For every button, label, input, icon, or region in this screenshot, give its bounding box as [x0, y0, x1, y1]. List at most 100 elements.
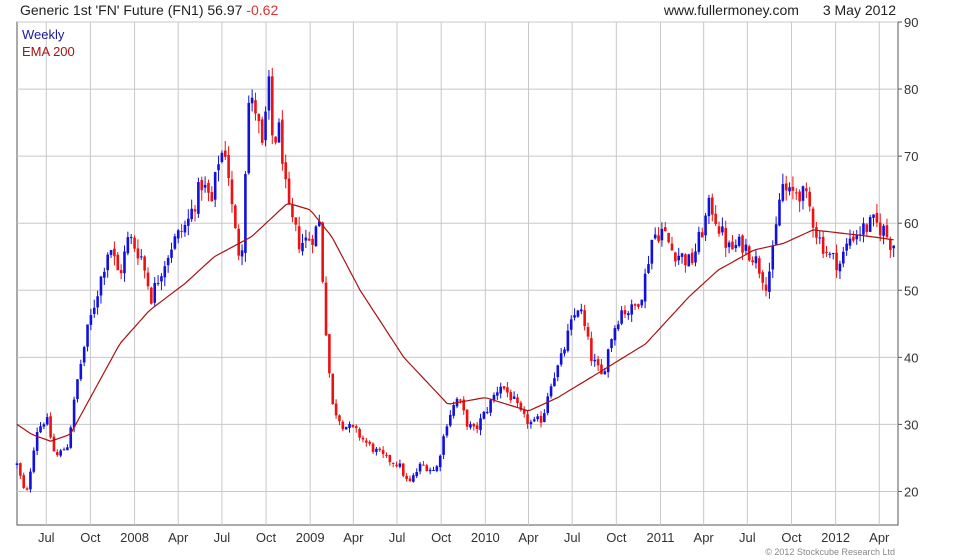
candle-body [690, 252, 694, 264]
x-tick-label: Jul [389, 530, 406, 545]
candle-body [663, 227, 667, 232]
candle-body [680, 253, 684, 257]
candle-body [546, 396, 550, 413]
candle-body [784, 183, 788, 191]
candle-body [737, 236, 741, 246]
candle-body [113, 248, 116, 257]
candle-body [341, 421, 345, 430]
candle-body [677, 255, 681, 261]
candle-body [482, 411, 486, 419]
x-tick-label: Apr [343, 530, 364, 545]
candle-body [532, 419, 536, 422]
candle-body [449, 414, 452, 426]
candle-body [674, 252, 677, 262]
candle-body [616, 324, 620, 330]
candle-body [875, 212, 879, 223]
candle-body [405, 475, 408, 480]
y-axis: 20 30 40 50 60 70 80 90 [898, 15, 918, 499]
candle-body [721, 226, 724, 233]
candle-body [657, 235, 660, 242]
x-tick-label: Oct [606, 530, 627, 545]
candle-body [862, 223, 865, 235]
candle-body [892, 245, 895, 249]
candle-body [610, 339, 613, 349]
candle-body [539, 415, 543, 423]
candle-body [133, 237, 136, 249]
candle-body [19, 463, 22, 476]
candle-body [643, 273, 647, 302]
candle-body [207, 182, 210, 193]
candle-body [72, 399, 76, 428]
candle-body [459, 399, 462, 401]
candle-body [623, 310, 627, 315]
candle-body [536, 416, 539, 420]
x-tick-label: Jul [739, 530, 756, 545]
candle-body [499, 386, 502, 394]
candle-body [318, 221, 321, 227]
candle-body [284, 162, 288, 180]
candle-body [123, 251, 126, 274]
candle-body [734, 244, 738, 249]
candle-body [304, 237, 308, 241]
candle-body [442, 436, 445, 455]
candle-body [294, 217, 298, 225]
candle-body [432, 470, 435, 472]
candle-body [227, 154, 230, 179]
candle-body [193, 209, 197, 212]
candle-body [727, 242, 731, 248]
candle-body [878, 222, 882, 236]
candle-body [758, 258, 761, 274]
candle-body [841, 251, 845, 264]
candle-body [761, 272, 764, 283]
candle-body [774, 224, 778, 245]
candle-body [153, 283, 157, 303]
candle-body [103, 271, 106, 278]
candle-body [885, 225, 889, 238]
x-tick-label: Oct [781, 530, 802, 545]
candle-body [173, 236, 177, 249]
candle-body [512, 396, 516, 399]
candle-body [371, 443, 375, 452]
x-tick-label: Apr [869, 530, 890, 545]
candle-body [724, 228, 728, 248]
candle-body [89, 315, 93, 325]
candle-body [489, 400, 492, 413]
candle-body [731, 241, 734, 250]
y-tick-label: 60 [904, 216, 918, 231]
candle-body [428, 469, 432, 472]
candle-body [553, 378, 556, 387]
candle-body [744, 244, 748, 251]
chart-date: 3 May 2012 [822, 2, 896, 18]
candle-body [92, 307, 96, 314]
candle-body [687, 254, 691, 267]
candle-body [741, 235, 744, 253]
candle-body [825, 251, 828, 253]
candle-body [667, 232, 670, 243]
candle-body [835, 252, 838, 271]
candle-body [704, 215, 707, 236]
x-tick-label: Oct [256, 530, 277, 545]
candle-body [381, 450, 385, 455]
candle-body [368, 441, 371, 444]
candle-body [771, 245, 775, 270]
candle-body [139, 256, 143, 258]
candle-body [244, 174, 247, 253]
y-tick-label: 40 [904, 350, 918, 365]
candle-body [257, 113, 261, 122]
candle-body [200, 179, 204, 191]
candle-body [522, 409, 526, 414]
candle-body [321, 222, 324, 282]
candle-body [254, 100, 257, 114]
candle-body [391, 462, 395, 464]
y-tick-label: 30 [904, 417, 918, 432]
price-change: -0.62 [246, 2, 279, 18]
x-tick-label: Jul [564, 530, 581, 545]
candle-body [811, 208, 815, 228]
candle-body [868, 217, 872, 232]
candle-body [129, 237, 133, 239]
last-price: 56.97 [207, 2, 243, 18]
candle-body [52, 436, 56, 452]
candle-body [220, 152, 224, 163]
candle-body [519, 402, 523, 411]
candle-body [791, 186, 795, 191]
